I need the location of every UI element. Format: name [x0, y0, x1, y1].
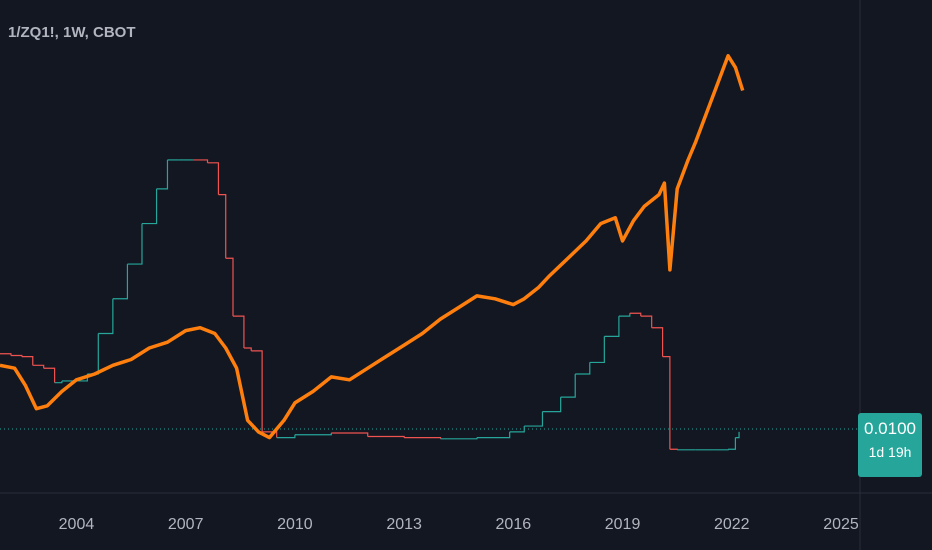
ratio-segment [604, 316, 620, 337]
ratio-segment [651, 327, 664, 357]
ratio-segment [542, 397, 562, 413]
ratio-segment [21, 356, 34, 366]
ratio-segment [156, 159, 169, 190]
main-series-line [0, 54, 745, 440]
ratio-segment [43, 367, 56, 383]
ratio-segment [32, 364, 45, 369]
ratio-segment [233, 315, 245, 348]
ratio-segment [243, 347, 252, 351]
ratio-segment [640, 315, 653, 328]
x-tick-label: 2004 [59, 516, 95, 533]
ratio-segment [276, 434, 296, 439]
ratio-segment [225, 257, 234, 317]
ratio-segment [207, 162, 220, 195]
ratio-segment [713, 449, 729, 451]
ratio-segment [127, 223, 143, 265]
ratio-segment [251, 350, 263, 432]
ratio-segment [476, 431, 511, 439]
bar-countdown: 1d 19h [868, 444, 912, 460]
main-series [0, 54, 745, 440]
ratio-segment [112, 264, 129, 300]
x-tick-label: 2010 [277, 516, 313, 533]
x-tick-label: 2007 [168, 516, 204, 533]
ratio-segment [98, 298, 114, 335]
ratio-segment [662, 356, 671, 450]
ratio-segment [262, 431, 278, 438]
ratio-segment [575, 362, 591, 375]
ratio-segment [728, 437, 737, 450]
ratio-series [0, 159, 740, 451]
ratio-segment [141, 188, 158, 225]
ratio-segment [629, 312, 642, 317]
ratio-segment [618, 313, 631, 317]
ratio-segment [560, 374, 576, 398]
ratio-segment [669, 448, 678, 450]
ratio-segment [192, 159, 209, 163]
ratio-segment [735, 431, 740, 439]
ratio-segment [509, 426, 525, 433]
last-price-value: 0.0100 [864, 419, 916, 438]
x-tick-label: 2013 [386, 516, 422, 533]
ratio-segment [331, 432, 369, 437]
ratio-segment [589, 336, 605, 364]
x-tick-label: 2022 [714, 516, 750, 533]
x-axis-ticks: 2004 2007 2010 2013 2016 2019 2022 2025 [59, 516, 859, 533]
x-tick-label: 2025 [823, 516, 859, 533]
last-price-badge: 0.0100 1d 19h [858, 413, 922, 477]
ratio-segment [218, 194, 227, 259]
x-tick-label: 2016 [496, 516, 532, 533]
ratio-segment [524, 411, 544, 427]
symbol-title: 1/ZQ1!, 1W, CBOT [8, 24, 136, 41]
x-tick-label: 2019 [605, 516, 641, 533]
